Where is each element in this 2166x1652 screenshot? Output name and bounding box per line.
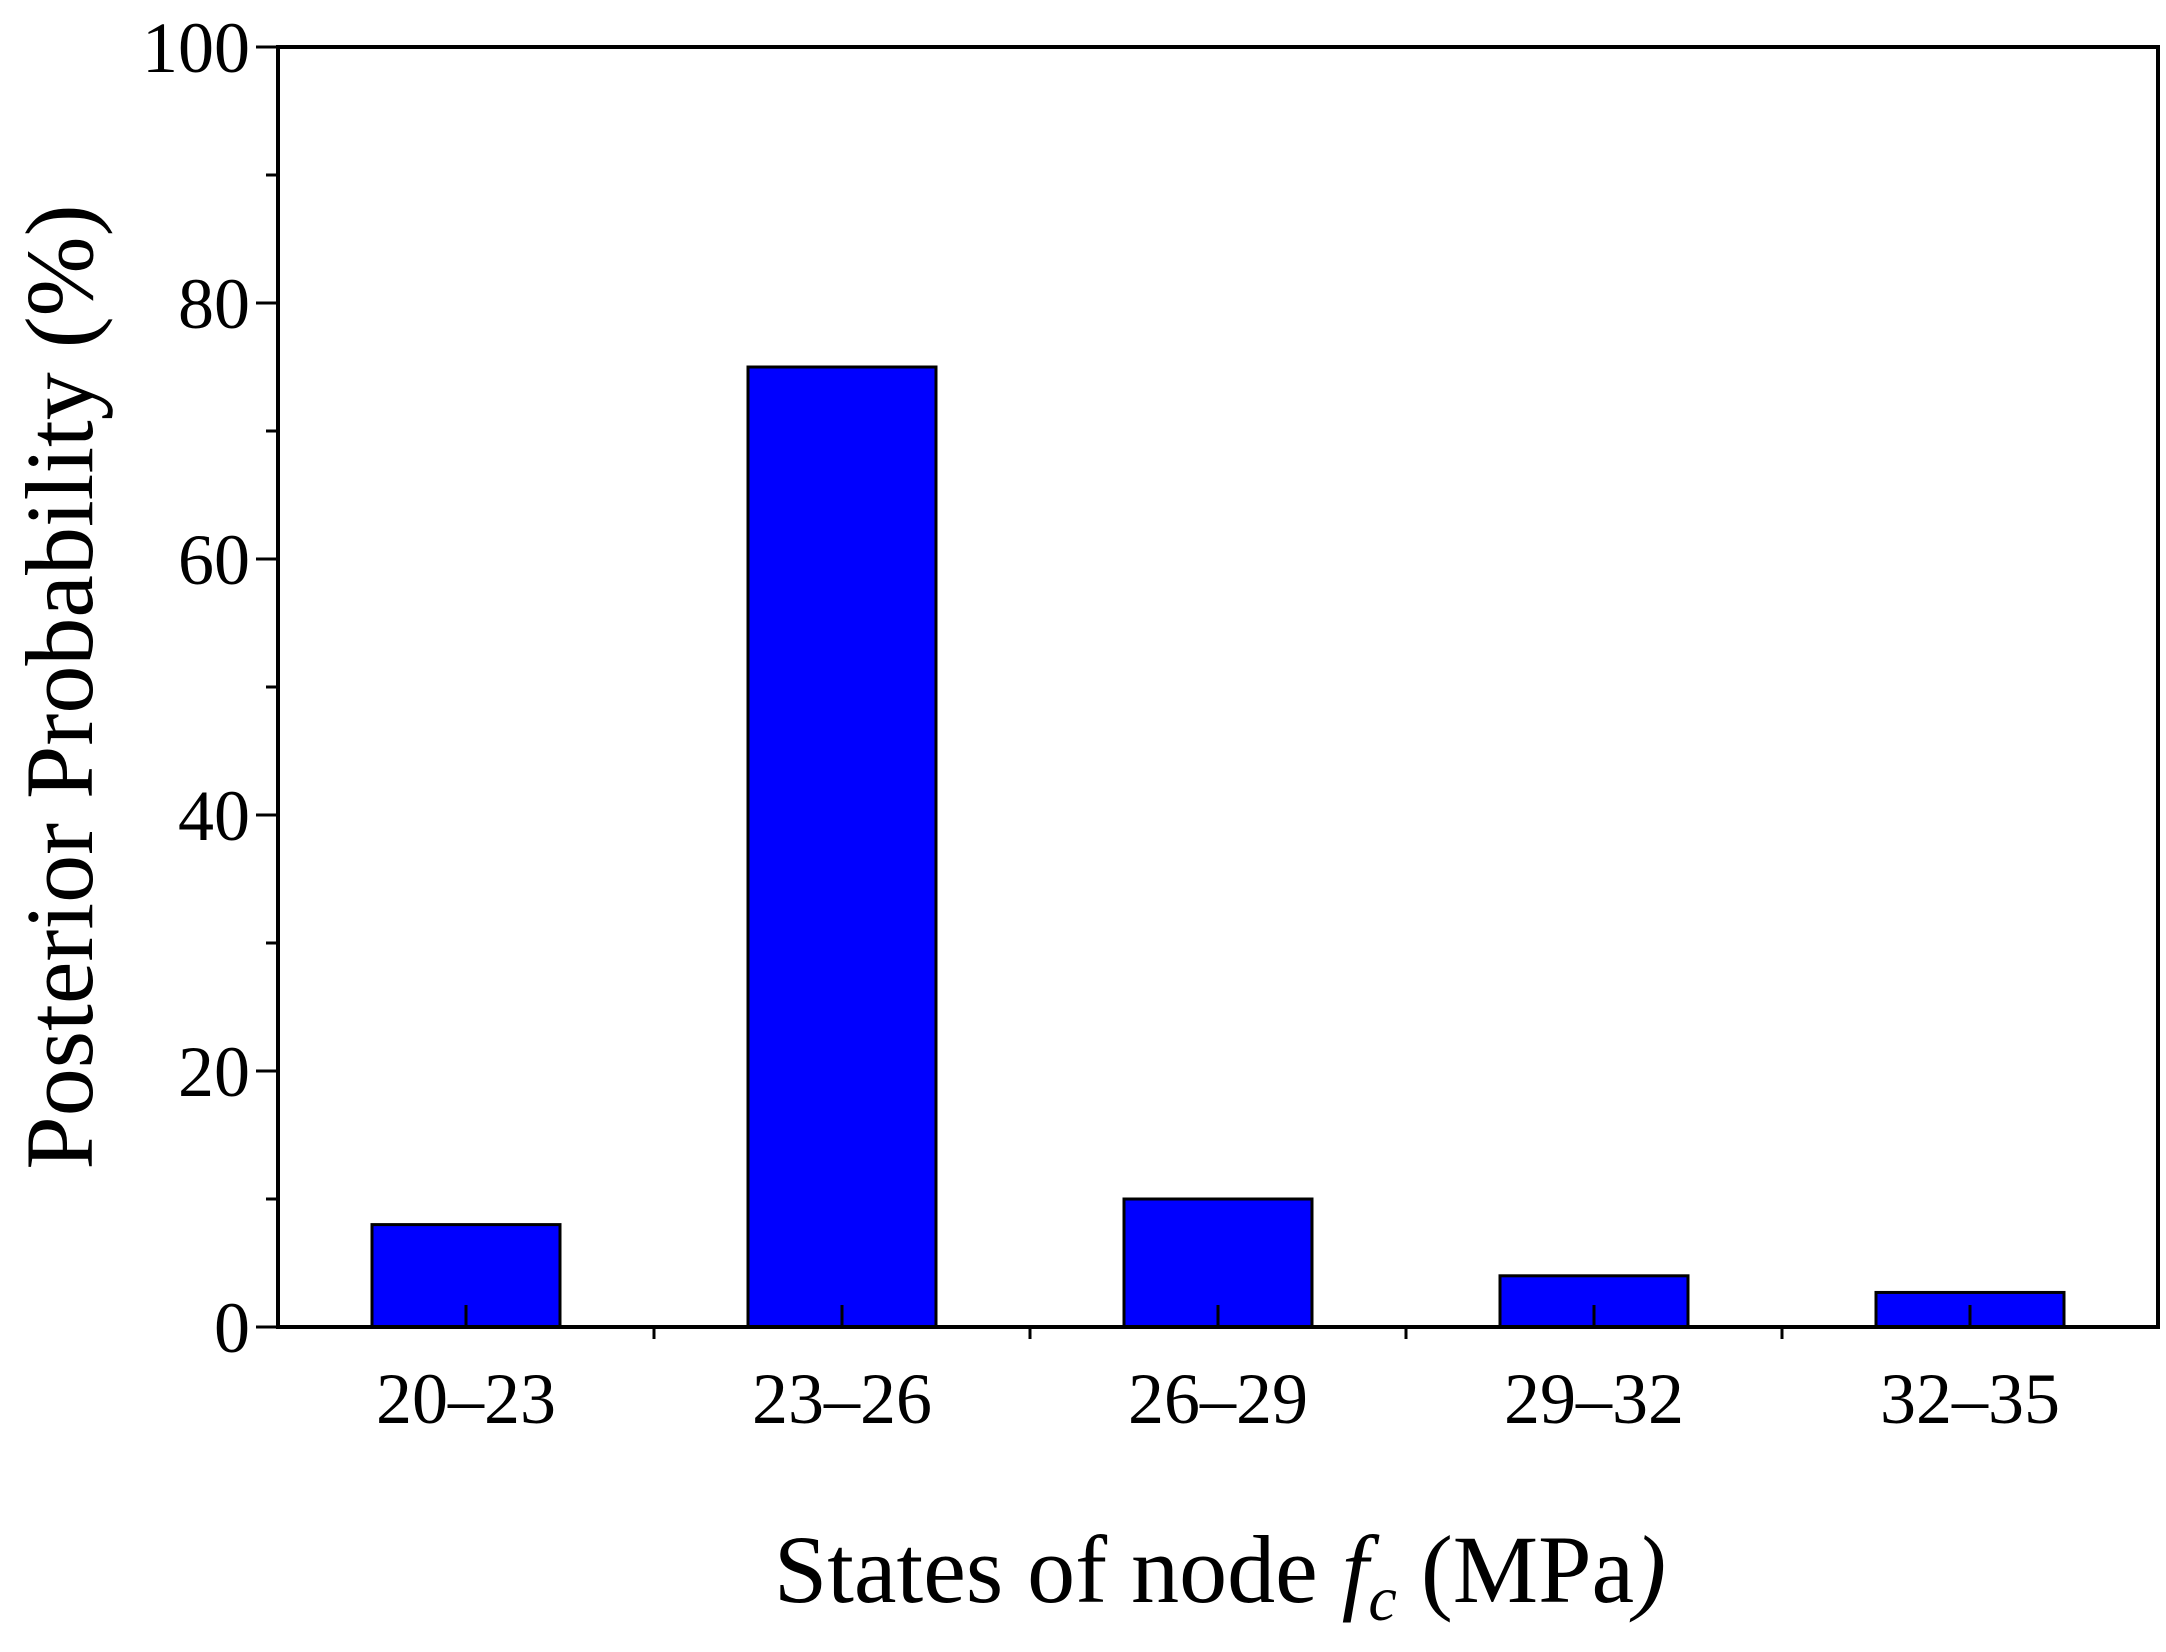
x-axis-title-prefix: States of node bbox=[774, 1516, 1342, 1623]
bars-layer bbox=[370, 365, 2066, 1329]
y-tick-label: 80 bbox=[178, 264, 250, 344]
x-axis-title-suffix: (MPa bbox=[1397, 1516, 1634, 1623]
x-axis-title: States of node fc (MPa) bbox=[774, 1516, 1666, 1634]
ticks-layer bbox=[256, 45, 1972, 1339]
labels-layer: 20–23 23–26 26–29 29–32 32–35 0 20 40 60 80 100 bbox=[142, 8, 2060, 1439]
x-tick-label: 20–23 bbox=[376, 1359, 556, 1439]
y-axis-title: Posterior Probability (%) bbox=[6, 204, 113, 1169]
x-tick-label: 32–35 bbox=[1880, 1359, 2060, 1439]
y-tick-label: 0 bbox=[214, 1288, 250, 1368]
x-axis-title-subscript: c bbox=[1368, 1563, 1396, 1634]
y-tick-label: 40 bbox=[178, 776, 250, 856]
y-tick-label: 60 bbox=[178, 520, 250, 600]
plot-frame bbox=[276, 45, 2160, 1329]
y-tick-label: 100 bbox=[142, 8, 250, 88]
x-tick-label: 23–26 bbox=[752, 1359, 932, 1439]
x-tick-label: 29–32 bbox=[1504, 1359, 1684, 1439]
x-axis-title-close: ) bbox=[1629, 1516, 1666, 1623]
x-tick-label: 26–29 bbox=[1128, 1359, 1308, 1439]
bar-23–26 bbox=[746, 365, 938, 1329]
y-tick-label: 20 bbox=[178, 1032, 250, 1112]
